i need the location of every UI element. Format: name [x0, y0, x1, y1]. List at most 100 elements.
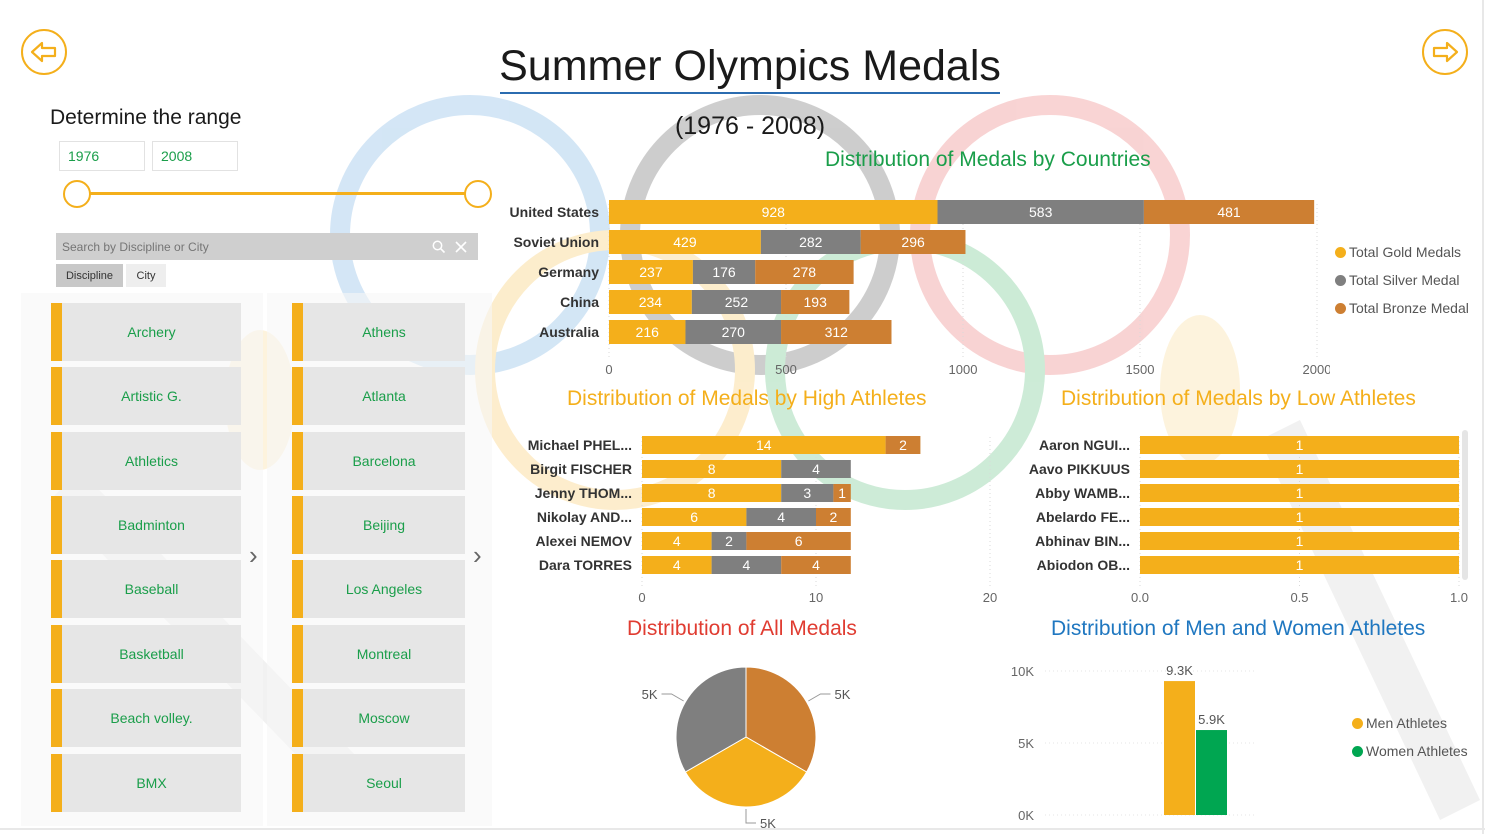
data-label: 234: [639, 294, 663, 310]
bar-segment: [642, 484, 782, 502]
x-tick-label: 10: [809, 590, 823, 605]
category-label: Alexei NEMOV: [536, 533, 633, 549]
range-slider-end-handle[interactable]: [464, 180, 492, 208]
category-label: Soviet Union: [513, 234, 599, 250]
bar-segment: [685, 320, 782, 344]
bar-segment: [760, 230, 861, 254]
x-tick-label: 0: [638, 590, 645, 605]
bar-segment: [692, 260, 756, 284]
range-end-input[interactable]: 2008: [152, 141, 238, 171]
city-tile[interactable]: Moscow: [292, 689, 465, 747]
legend-bronze: Total Bronze Medal: [1335, 300, 1469, 316]
discipline-tile[interactable]: Archery: [51, 303, 241, 361]
data-label: 4: [812, 461, 820, 477]
discipline-tile[interactable]: Beach volley.: [51, 689, 241, 747]
legend-men-swatch: [1352, 717, 1363, 729]
close-icon[interactable]: [450, 236, 472, 258]
range-slider-start-handle[interactable]: [63, 180, 91, 208]
back-button[interactable]: [21, 29, 67, 75]
category-label: Michael PHEL...: [528, 437, 632, 453]
legend-women-swatch: [1352, 745, 1363, 757]
gender-bar: [1164, 681, 1195, 815]
data-label: 8: [708, 461, 716, 477]
pie-leader-line: [745, 809, 756, 824]
x-tick-label: 20: [983, 590, 997, 605]
city-tile[interactable]: Barcelona: [292, 432, 465, 490]
data-label: 2: [830, 509, 838, 525]
category-label: Abhinav BIN...: [1035, 533, 1130, 549]
bar-segment: [642, 460, 782, 478]
data-label: 270: [722, 324, 746, 340]
discipline-tile[interactable]: Athletics: [51, 432, 241, 490]
data-label: 312: [825, 324, 849, 340]
bar-segment: [885, 436, 921, 454]
city-next-chevron-icon[interactable]: ›: [473, 540, 482, 570]
gender-bar: [1196, 730, 1227, 815]
bar-segment: [1140, 436, 1459, 454]
range-slider-track[interactable]: [77, 192, 477, 195]
x-tick-label: 0: [605, 362, 612, 377]
all-medals-chart-title: Distribution of All Medals: [627, 617, 857, 640]
bar-segment: [642, 436, 886, 454]
bar-segment: [746, 508, 816, 526]
page-subtitle: (1976 - 2008): [674, 112, 826, 140]
search-input[interactable]: [62, 239, 428, 254]
tab-city[interactable]: City: [126, 264, 166, 287]
bar-segment: [833, 484, 851, 502]
discipline-tile[interactable]: Basketball: [51, 625, 241, 683]
bar-segment: [609, 290, 692, 314]
x-tick-label: 2000: [1303, 362, 1330, 377]
title-underline: [500, 92, 1000, 94]
bar-segment: [937, 200, 1144, 224]
bar-segment: [781, 290, 850, 314]
bar-segment: [642, 556, 712, 574]
discipline-tile[interactable]: Baseball: [51, 560, 241, 618]
data-label: 176: [712, 264, 736, 280]
discipline-tile[interactable]: Badminton: [51, 496, 241, 554]
bar-segment: [609, 260, 693, 284]
city-tile[interactable]: Montreal: [292, 625, 465, 683]
data-label: 216: [636, 324, 660, 340]
legend-men-label: Men Athletes: [1366, 715, 1447, 731]
data-label: 4: [743, 557, 751, 573]
category-label: Germany: [538, 264, 599, 280]
bar-segment: [781, 556, 851, 574]
bar-segment: [1143, 200, 1315, 224]
city-tile[interactable]: Seoul: [292, 754, 465, 812]
pie-data-label: 5K: [834, 687, 850, 702]
category-label: United States: [510, 204, 600, 220]
discipline-tile[interactable]: Artistic G.: [51, 367, 241, 425]
bar-segment: [642, 532, 712, 550]
countries-bar-chart: 0 500 1000 1500 2000 United States 928 583 481 So…: [510, 200, 1330, 377]
bar-segment: [781, 460, 851, 478]
y-tick-label: 5K: [1018, 736, 1034, 751]
bar-segment: [609, 320, 686, 344]
data-label: 1: [1296, 437, 1304, 453]
data-label: 278: [793, 264, 817, 280]
legend-gold: Total Gold Medals: [1335, 244, 1461, 260]
forward-button[interactable]: [1422, 29, 1468, 75]
data-label: 252: [725, 294, 749, 310]
data-label: 1: [1296, 461, 1304, 477]
legend-men: Men Athletes: [1352, 715, 1447, 731]
arrow-right-icon: [1432, 41, 1459, 63]
y-tick-label: 10K: [1011, 664, 1034, 679]
city-tile[interactable]: Atlanta: [292, 367, 465, 425]
city-tile[interactable]: Beijing: [292, 496, 465, 554]
discipline-next-chevron-icon[interactable]: ›: [249, 540, 258, 570]
category-label: Abelardo FE...: [1036, 509, 1130, 525]
range-start-input[interactable]: 1976: [59, 141, 145, 171]
data-label: 6: [795, 533, 803, 549]
data-label: 14: [756, 437, 772, 453]
x-tick-label: 1000: [949, 362, 978, 377]
search-icon[interactable]: [428, 236, 450, 258]
y-tick-label: 0K: [1018, 808, 1034, 823]
tab-discipline[interactable]: Discipline: [56, 264, 123, 287]
category-label: Dara TORRES: [539, 557, 632, 573]
city-tile[interactable]: Los Angeles: [292, 560, 465, 618]
bar-segment: [711, 556, 782, 574]
city-tile[interactable]: Athens: [292, 303, 465, 361]
data-label: 6: [690, 509, 698, 525]
discipline-tile[interactable]: BMX: [51, 754, 241, 812]
bar-segment: [642, 508, 747, 526]
